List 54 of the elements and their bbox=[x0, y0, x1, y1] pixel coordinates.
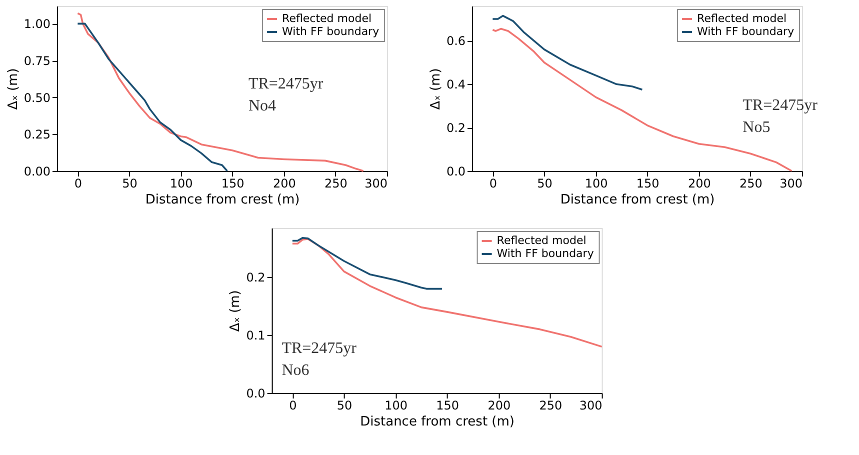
x-tick-label: 50 bbox=[537, 176, 552, 190]
x-axis-title: Distance from crest (m) bbox=[145, 192, 300, 208]
x-tick-label: 150 bbox=[636, 176, 660, 190]
y-tick-label: 0.2 bbox=[246, 270, 266, 285]
x-tick-label: 0 bbox=[289, 398, 297, 412]
legend-label: With FF boundary bbox=[496, 247, 594, 260]
x-axis-title: Distance from crest (m) bbox=[560, 192, 715, 208]
y-tick-label: 0.75 bbox=[24, 54, 51, 68]
x-tick-label: 50 bbox=[122, 176, 138, 190]
legend-label: With FF boundary bbox=[282, 25, 380, 38]
x-tick-label: 150 bbox=[221, 176, 244, 190]
y-tick-label: 0.50 bbox=[24, 90, 51, 105]
x-tick-label: 0 bbox=[74, 176, 82, 190]
annotation: TR=2475yr bbox=[248, 75, 324, 92]
x-tick-label: 300 bbox=[364, 176, 388, 190]
y-tick-label: 0.0 bbox=[446, 164, 466, 178]
x-tick-label: 50 bbox=[336, 398, 352, 412]
x-tick-label: 100 bbox=[384, 398, 408, 412]
x-tick-label: 300 bbox=[579, 398, 602, 412]
y-tick-label: 1.00 bbox=[24, 17, 51, 32]
line-series bbox=[492, 14, 644, 90]
x-tick-label: 200 bbox=[688, 176, 711, 190]
x-axis-title: Distance from crest (m) bbox=[360, 414, 514, 430]
y-axis-title: Δₓ (m) bbox=[428, 68, 444, 110]
y-tick-label: 0.25 bbox=[24, 128, 51, 142]
x-tick-label: 100 bbox=[170, 176, 193, 190]
y-tick-label: 0.1 bbox=[246, 328, 266, 343]
y-tick-label: 0.4 bbox=[446, 78, 466, 92]
legend-label: With FF boundary bbox=[697, 25, 795, 38]
legend-label: Reflected model bbox=[282, 12, 372, 25]
annotation: TR=2475yr bbox=[282, 340, 358, 358]
x-tick-label: 200 bbox=[272, 176, 296, 190]
annotation: TR=2475yr bbox=[742, 96, 818, 114]
x-tick-label: 100 bbox=[584, 176, 608, 190]
y-axis-title: Δₓ (m) bbox=[228, 290, 244, 332]
x-tick-label: 250 bbox=[324, 176, 348, 190]
x-tick-label: 250 bbox=[740, 176, 762, 190]
x-tick-label: 200 bbox=[488, 398, 511, 412]
y-tick-label: 0.6 bbox=[446, 34, 466, 48]
line-series bbox=[292, 236, 443, 290]
legend-label: Reflected model bbox=[697, 12, 787, 25]
y-tick-label: 0.00 bbox=[24, 164, 51, 178]
y-tick-label: 0.0 bbox=[246, 386, 266, 400]
x-tick-label: 300 bbox=[780, 176, 803, 190]
annotation: No6 bbox=[282, 362, 310, 380]
legend-label: Reflected model bbox=[496, 234, 586, 247]
annotation: No5 bbox=[742, 118, 770, 136]
x-tick-label: 0 bbox=[489, 176, 497, 190]
y-axis-title: Δₓ (m) bbox=[6, 68, 21, 110]
x-tick-label: 150 bbox=[436, 398, 460, 412]
annotation: No4 bbox=[248, 97, 276, 114]
line-series bbox=[76, 22, 228, 172]
y-tick-label: 0.2 bbox=[446, 121, 466, 136]
x-tick-label: 250 bbox=[539, 398, 562, 412]
